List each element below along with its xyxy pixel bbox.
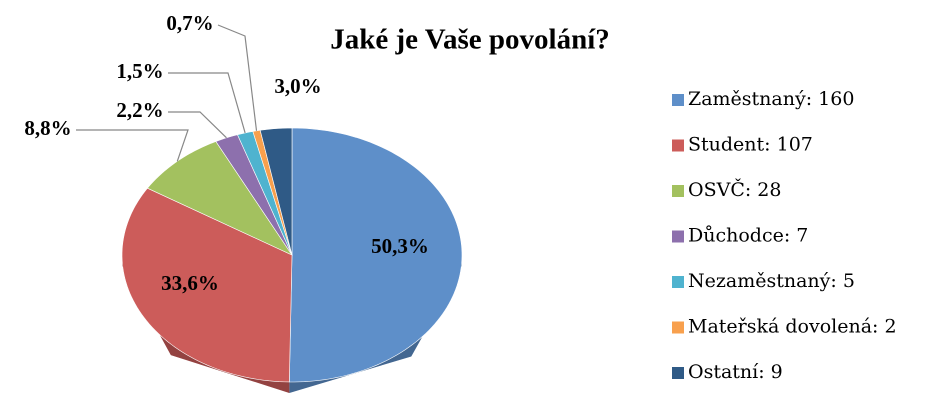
slice-shade bbox=[122, 255, 290, 393]
legend-swatch bbox=[672, 94, 684, 106]
legend-label: Student: 107 bbox=[688, 134, 813, 156]
data-label: 0,7% bbox=[166, 11, 213, 35]
data-label: 1,5% bbox=[116, 59, 163, 83]
slice bbox=[289, 127, 463, 383]
legend-swatch bbox=[672, 139, 684, 152]
legend-swatch bbox=[672, 185, 684, 197]
data-label: 8,8% bbox=[24, 116, 71, 140]
leader-line bbox=[76, 129, 189, 162]
leader-line bbox=[217, 24, 258, 131]
legend-label: Zaměstnaný: 160 bbox=[688, 88, 854, 110]
leader-line bbox=[168, 111, 227, 139]
legend-label: Mateřská dovolená: 2 bbox=[688, 316, 897, 338]
data-label: 3,0% bbox=[274, 74, 321, 98]
legend-swatch bbox=[672, 321, 684, 334]
slice bbox=[121, 187, 293, 383]
legend-label: Důchodce: 7 bbox=[688, 225, 808, 247]
legend-label: Nezaměstnaný: 5 bbox=[688, 270, 855, 292]
chart-title: Jaké je Vaše povolání? bbox=[330, 24, 610, 56]
slice bbox=[146, 141, 293, 256]
data-label: 33,6% bbox=[161, 271, 219, 295]
data-label: 50,3% bbox=[371, 234, 429, 258]
legend-swatch bbox=[672, 367, 684, 379]
legend-label: OSVČ: 28 bbox=[688, 178, 781, 201]
slice-side bbox=[122, 255, 290, 393]
leader-line bbox=[168, 72, 246, 134]
legend-swatch bbox=[672, 230, 684, 243]
legend-swatch bbox=[672, 276, 684, 288]
legend-label: Ostatní: 9 bbox=[688, 361, 783, 383]
slice bbox=[259, 127, 293, 256]
data-label: 2,2% bbox=[116, 98, 163, 122]
slice bbox=[215, 134, 293, 256]
